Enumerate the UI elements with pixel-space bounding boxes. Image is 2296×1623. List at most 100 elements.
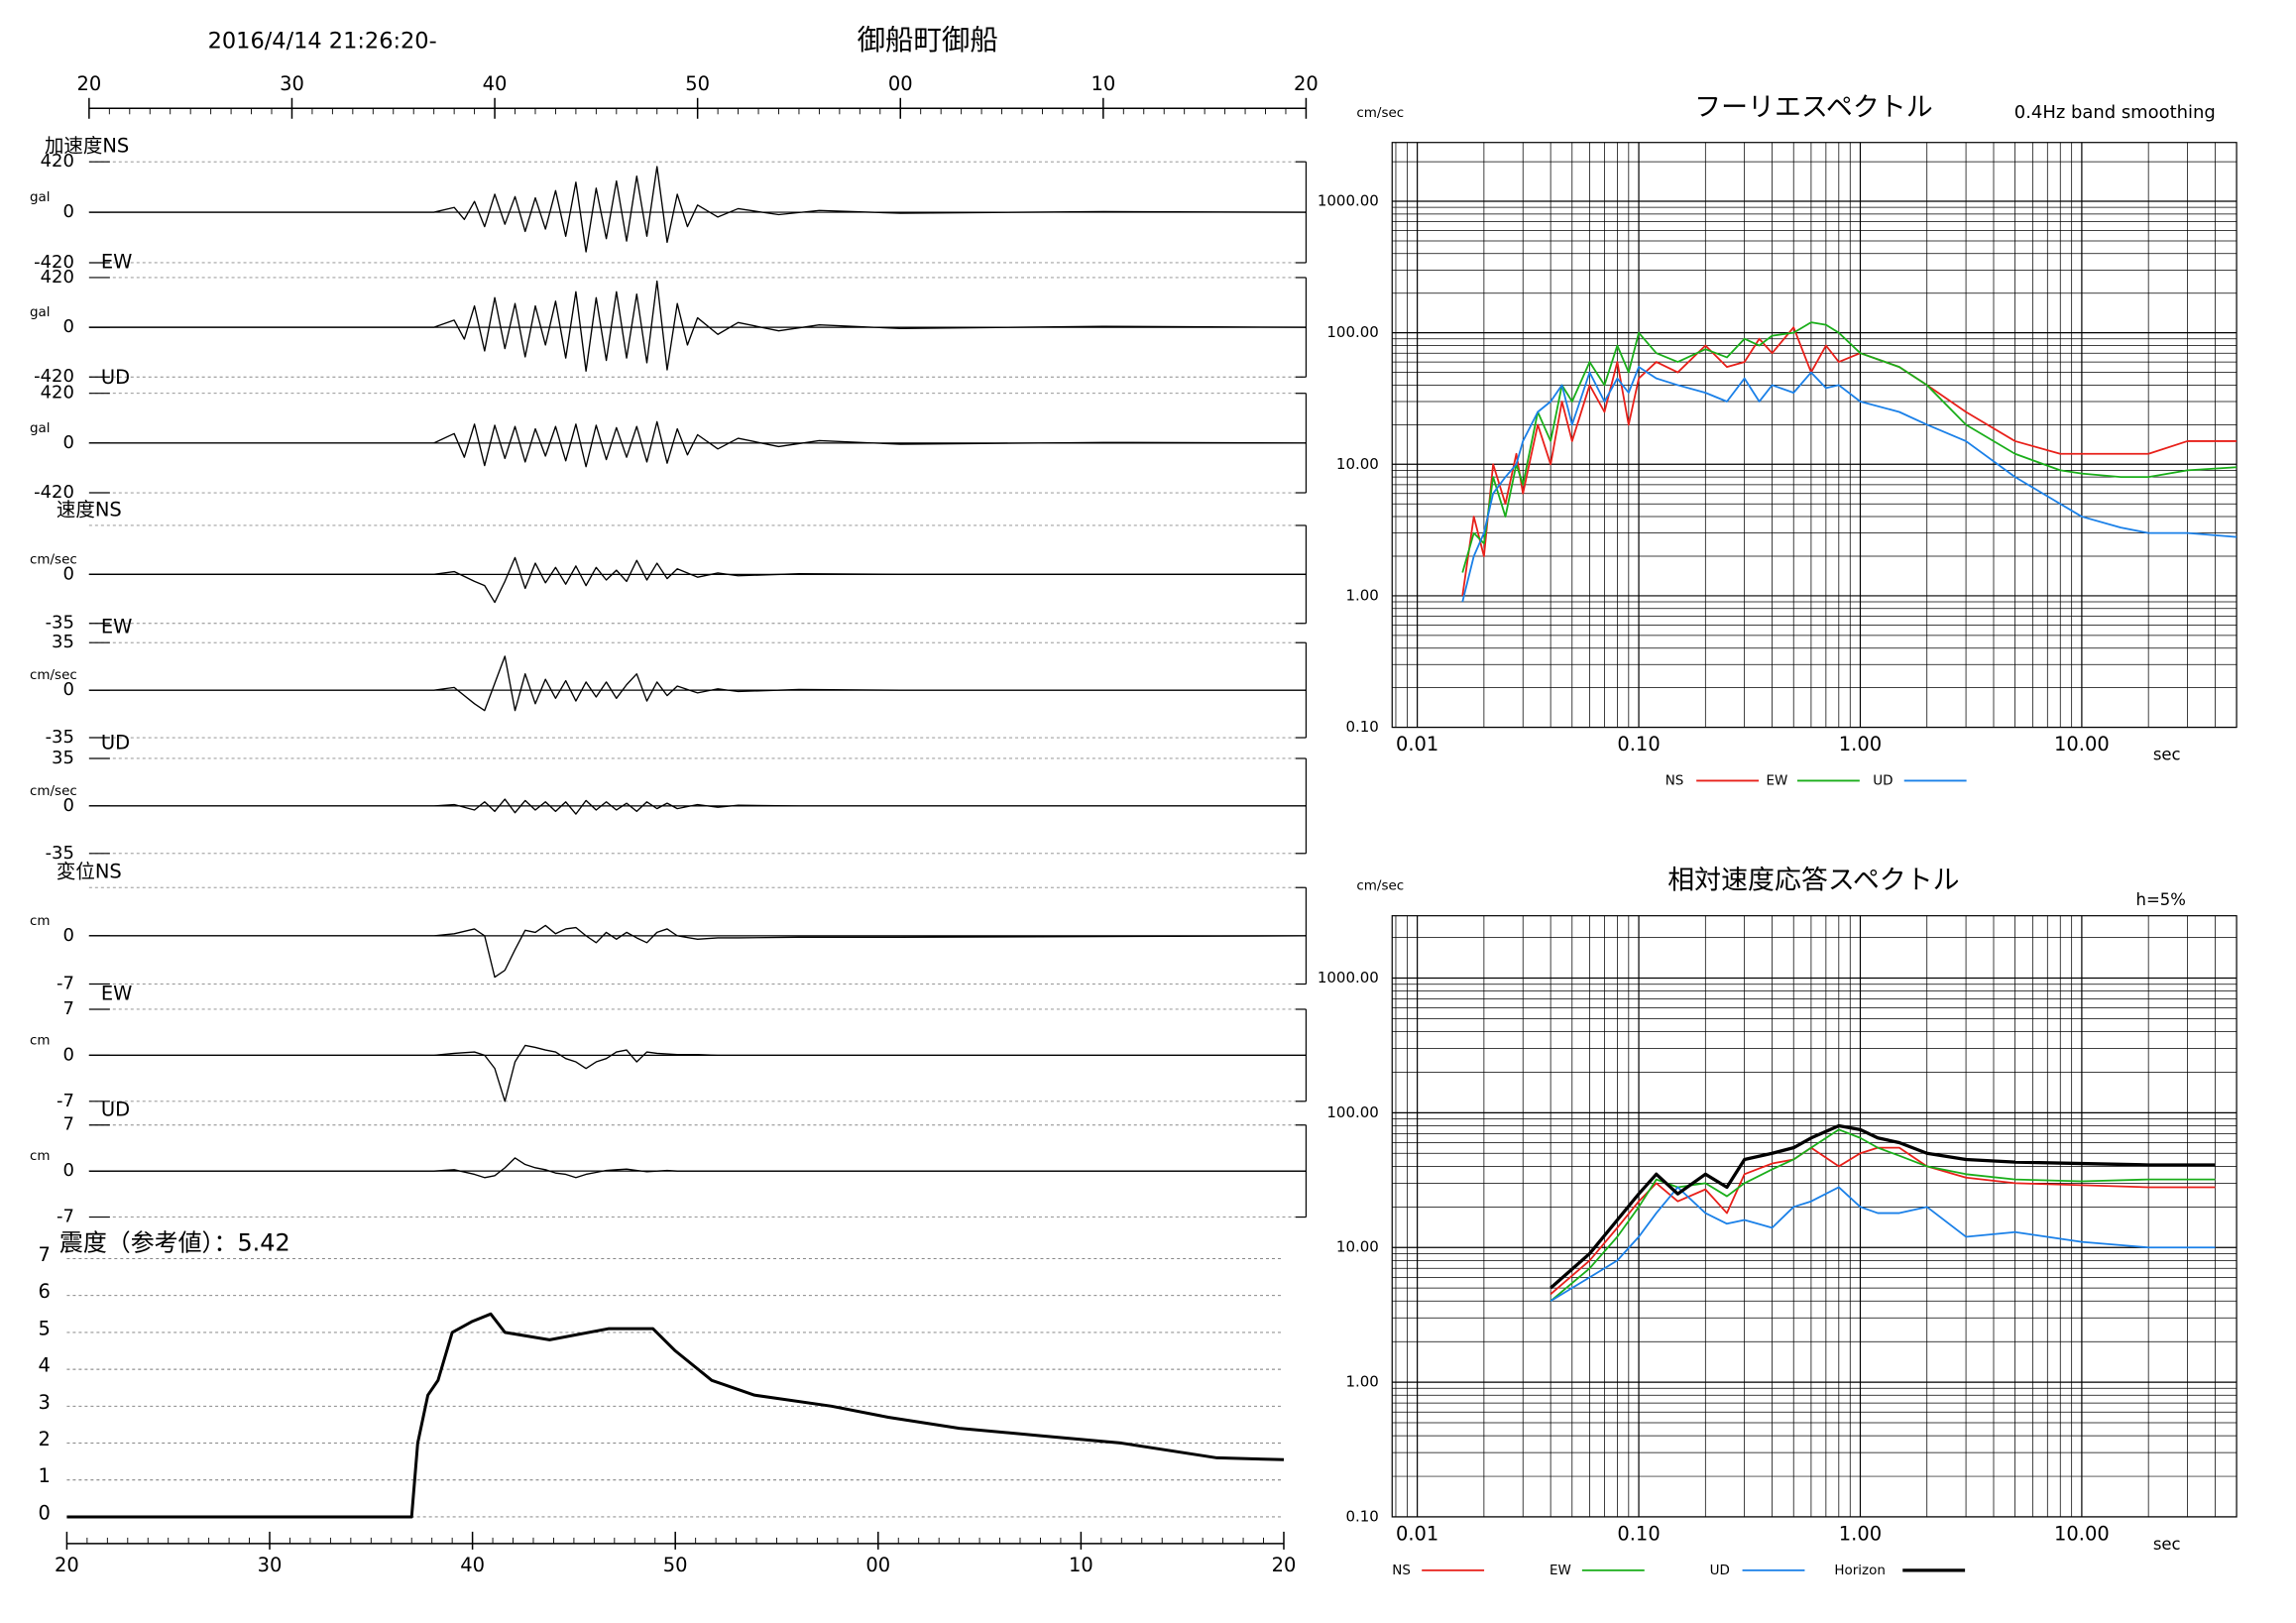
legend-label: UD: [1873, 772, 1893, 788]
intensity-title: 震度（参考値）：5.42: [59, 1229, 290, 1257]
y-tick-label: 35: [52, 748, 74, 768]
unit-label: cm/sec: [30, 551, 77, 567]
x-tick-label: 40: [483, 72, 508, 95]
annotation: h=5%: [2136, 890, 2186, 909]
y-tick-label: 0: [62, 925, 73, 946]
x-axis-unit: sec: [2153, 1535, 2181, 1554]
x-tick-label: 1.00: [1839, 733, 1882, 755]
unit-label: gal: [30, 420, 51, 436]
y-tick-label: -35: [46, 727, 74, 748]
y-tick-label: 0: [62, 1044, 73, 1065]
y-tick-label: -7: [57, 974, 74, 994]
y-tick-label: 0: [62, 1160, 73, 1181]
y-tick-label: 7: [62, 1114, 73, 1135]
x-tick-label: 20: [1272, 1554, 1297, 1576]
y-tick-label: 0: [62, 316, 73, 337]
y-tick-label: 10.00: [1336, 455, 1379, 473]
x-tick-label: 10.00: [2054, 1522, 2110, 1545]
y-tick-label: 6: [39, 1280, 51, 1303]
x-tick-label: 20: [76, 72, 101, 95]
y-tick-label: -7: [57, 1091, 74, 1111]
y-tick-label: 1000.00: [1318, 192, 1379, 210]
x-tick-label: 0.10: [1617, 733, 1660, 755]
trace-label: 変位NS: [57, 861, 122, 883]
legend-label: EW: [1767, 772, 1788, 788]
x-tick-label: 50: [685, 72, 710, 95]
spectrum-line: [1550, 1186, 2216, 1303]
trace-label: EW: [101, 983, 133, 1005]
trace-label: EW: [101, 250, 133, 273]
y-tick-label: -420: [34, 366, 74, 387]
y-tick-label: 0.10: [1345, 718, 1378, 736]
x-tick-label: 10: [1069, 1554, 1093, 1576]
station-title: 御船町御船: [858, 24, 998, 57]
y-tick-label: 35: [52, 632, 74, 652]
y-tick-label: 1.00: [1345, 586, 1378, 604]
x-tick-label: 00: [865, 1554, 890, 1576]
y-tick-label: 7: [62, 998, 73, 1019]
x-tick-label: 0.01: [1396, 733, 1438, 755]
y-tick-label: 2: [39, 1428, 51, 1450]
y-tick-label: 1.00: [1345, 1373, 1378, 1391]
y-tick-label: 7: [39, 1243, 51, 1266]
trace-label: UD: [101, 732, 130, 754]
x-tick-label: 10: [1091, 72, 1115, 95]
spectrum-line: [1550, 1128, 2216, 1302]
x-tick-label: 50: [663, 1554, 688, 1576]
datetime: 2016/4/14 21:26:20-: [208, 28, 437, 54]
unit-label: cm/sec: [30, 783, 77, 799]
y-tick-label: 0: [62, 432, 73, 453]
unit-label: cm: [30, 1032, 51, 1048]
waveform: [88, 280, 1307, 372]
x-tick-label: 00: [888, 72, 913, 95]
spectrum-title: フーリエスペクトル: [1694, 92, 1933, 123]
y-axis-unit: cm/sec: [1356, 878, 1404, 894]
waveform: [88, 1157, 1307, 1179]
trace-label: UD: [101, 366, 130, 389]
x-tick-label: 10.00: [2054, 733, 2110, 755]
y-tick-label: -420: [34, 482, 74, 503]
y-tick-label: 0: [62, 563, 73, 584]
intensity-line: [66, 1312, 1285, 1519]
waveform: [88, 1044, 1307, 1102]
horizon-line: [1550, 1123, 2216, 1290]
y-tick-label: 0.10: [1345, 1507, 1378, 1525]
waveform: [88, 556, 1307, 604]
x-tick-label: 1.00: [1839, 1522, 1882, 1545]
y-tick-label: 420: [41, 267, 74, 288]
legend-label: Horizon: [1834, 1563, 1886, 1578]
unit-label: cm/sec: [30, 667, 77, 683]
y-tick-label: 10.00: [1336, 1238, 1379, 1256]
legend-label: NS: [1392, 1563, 1411, 1578]
y-tick-label: 100.00: [1326, 1103, 1378, 1121]
y-tick-label: 5: [39, 1317, 51, 1339]
y-tick-label: 100.00: [1326, 323, 1378, 341]
y-tick-label: 3: [39, 1391, 51, 1414]
y-tick-label: 1: [39, 1464, 51, 1487]
trace-label: 速度NS: [57, 498, 122, 521]
unit-label: gal: [30, 304, 51, 320]
x-tick-label: 20: [1294, 72, 1319, 95]
x-tick-label: 30: [280, 72, 304, 95]
waveform: [88, 924, 1307, 979]
x-tick-label: 20: [55, 1554, 79, 1576]
waveform: [88, 798, 1307, 815]
legend-label: UD: [1710, 1563, 1730, 1578]
y-tick-label: 0: [62, 795, 73, 816]
x-axis-unit: sec: [2153, 745, 2181, 763]
y-tick-label: -35: [46, 843, 74, 864]
x-tick-label: 0.10: [1617, 1522, 1660, 1545]
waveform: [88, 420, 1307, 468]
y-tick-label: 0: [62, 679, 73, 700]
spectrum-title: 相対速度応答スペクトル: [1667, 866, 1959, 896]
y-tick-label: 0: [62, 201, 73, 222]
subtitle: 0.4Hz band smoothing: [2014, 102, 2216, 123]
y-axis-unit: cm/sec: [1356, 105, 1404, 121]
spectrum-line: [1461, 326, 2238, 597]
unit-label: gal: [30, 189, 51, 205]
y-tick-label: 4: [39, 1354, 51, 1377]
y-tick-label: 420: [41, 383, 74, 404]
spectrum-line: [1461, 321, 2238, 573]
y-tick-label: 420: [41, 151, 74, 172]
